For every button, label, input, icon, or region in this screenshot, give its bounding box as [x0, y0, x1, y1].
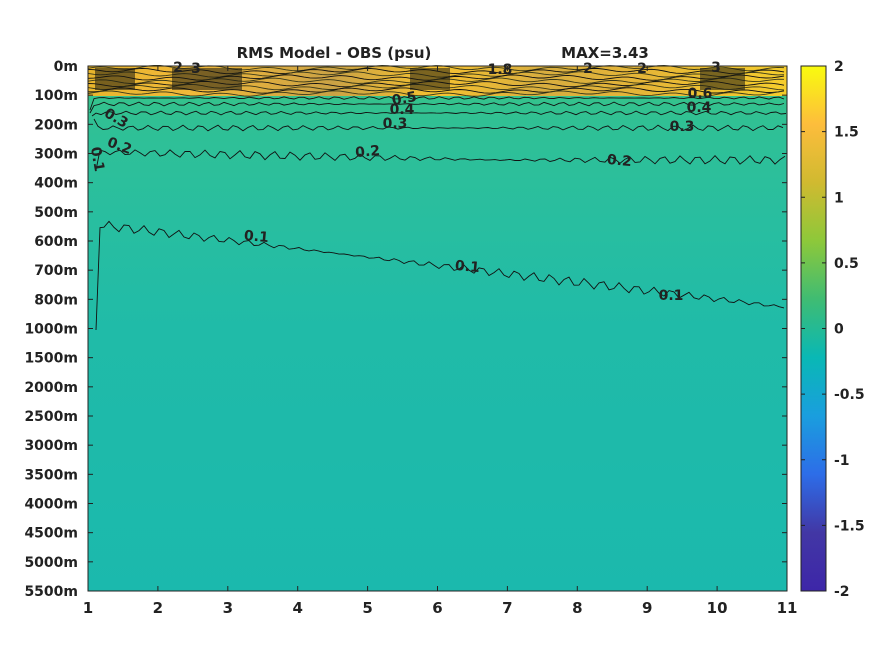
y-tick-label: 3500m	[24, 467, 78, 483]
colorbar-tick-label: 0.5	[834, 256, 859, 272]
x-axis-ticks: 1 2 3 4 5 6 7 8 9 10 11	[83, 66, 798, 617]
x-tick-label: 8	[572, 599, 582, 617]
colorbar-rect	[800, 65, 827, 592]
chart-title: RMS Model - OBS (psu)	[237, 44, 432, 62]
y-tick-label: 400m	[34, 176, 78, 192]
chart-max-label: MAX=3.43	[561, 44, 649, 62]
y-tick-label: 500m	[34, 205, 78, 221]
dense-contour-region	[700, 68, 745, 90]
contour-line-0_6	[89, 96, 785, 111]
surface-contour-label: 2	[583, 61, 593, 77]
colorbar-tick-label: 2	[834, 59, 844, 75]
surface-contour-label: 2	[637, 61, 647, 77]
y-tick-label: 200m	[34, 117, 78, 133]
dense-contour-region	[410, 68, 450, 90]
colorbar-tick-label: -0.5	[834, 387, 865, 403]
contour-line-0_3	[93, 118, 784, 132]
x-tick-label: 10	[707, 599, 728, 617]
y-tick-label: 600m	[34, 234, 78, 250]
dense-contour-region	[95, 68, 135, 90]
x-tick-label: 3	[223, 599, 233, 617]
x-tick-label: 1	[83, 599, 93, 617]
x-tick-label: 2	[153, 599, 163, 617]
y-tick-label: 2500m	[24, 409, 78, 425]
x-tick-label: 5	[362, 599, 372, 617]
colorbar-tick-label: -1.5	[834, 518, 865, 534]
colorbar-tick-label: 1.5	[834, 125, 859, 141]
colorbar: 2 1.5 1 0.5 0 -0.5 -1 -1.5 -2	[800, 59, 865, 600]
x-tick-label: 4	[292, 599, 302, 617]
x-tick-label: 6	[432, 599, 442, 617]
contour-label: 0.4	[390, 102, 415, 118]
y-tick-label: 4000m	[24, 497, 78, 513]
surface-contour-label: 3	[191, 61, 201, 77]
contour-label: 0.2	[606, 152, 632, 170]
surface-contour-line	[87, 90, 785, 97]
y-tick-label: 4500m	[24, 526, 78, 542]
x-tick-label: 9	[642, 599, 652, 617]
colorbar-ticks: 2 1.5 1 0.5 0 -0.5 -1 -1.5 -2	[801, 59, 865, 600]
y-tick-label: 5000m	[24, 555, 78, 571]
plot-background	[88, 66, 787, 591]
contour-label: 0.1	[659, 288, 684, 304]
dense-contour-region	[172, 68, 242, 90]
y-tick-label: 3000m	[24, 438, 78, 454]
colorbar-tick-label: -2	[834, 584, 850, 600]
surface-contour-lines	[87, 64, 785, 97]
contour-label: 0.5	[391, 89, 418, 109]
surface-contour-label: 2	[173, 60, 183, 76]
y-axis-ticks: 0m 100m 200m 300m 400m 500m 600m 700m 800m 1000m 1…	[24, 59, 787, 600]
y-tick-label: 5500m	[24, 584, 78, 600]
contour-line-0_4	[91, 110, 787, 117]
contour-label: 0.1	[454, 258, 480, 276]
contour-label: 0.3	[670, 119, 695, 135]
y-tick-label: 300m	[34, 147, 78, 163]
contour-label: 0.3	[383, 116, 408, 132]
contour-label: 0.6	[688, 86, 713, 102]
surface-contour-label: 3	[711, 60, 721, 76]
y-tick-label: 800m	[34, 292, 78, 308]
surface-contour-line	[88, 87, 785, 94]
colorbar-tick-label: 0	[834, 322, 844, 338]
contour-label: 0.2	[105, 134, 134, 158]
contour-label: 0.1	[243, 228, 269, 246]
contour-label: 0.2	[355, 143, 381, 161]
y-tick-label: 100m	[34, 88, 78, 104]
y-tick-label: 1000m	[24, 322, 78, 338]
colorbar-tick-label: -1	[834, 453, 850, 469]
colorbar-tick-label: 1	[834, 190, 844, 206]
plot-area: 0.10.10.10.10.2 0.2 0.20.3 0.3 0.30.4 0.40.5 0…	[87, 60, 788, 592]
y-tick-label: 0m	[54, 59, 78, 75]
y-tick-label: 2000m	[24, 380, 78, 396]
x-tick-label: 7	[502, 599, 512, 617]
contour-label: 0.1	[87, 146, 107, 173]
contour-label: 0.4	[687, 100, 712, 116]
y-tick-label: 700m	[34, 263, 78, 279]
contour-line-0_2	[95, 149, 786, 171]
y-tick-label: 1500m	[24, 351, 78, 367]
contour-line-0_5	[89, 101, 785, 114]
contour-line-0_1	[95, 220, 785, 331]
surface-contour-label: 1.8	[488, 62, 513, 78]
x-tick-label: 11	[777, 599, 798, 617]
contour-lines	[89, 96, 787, 331]
